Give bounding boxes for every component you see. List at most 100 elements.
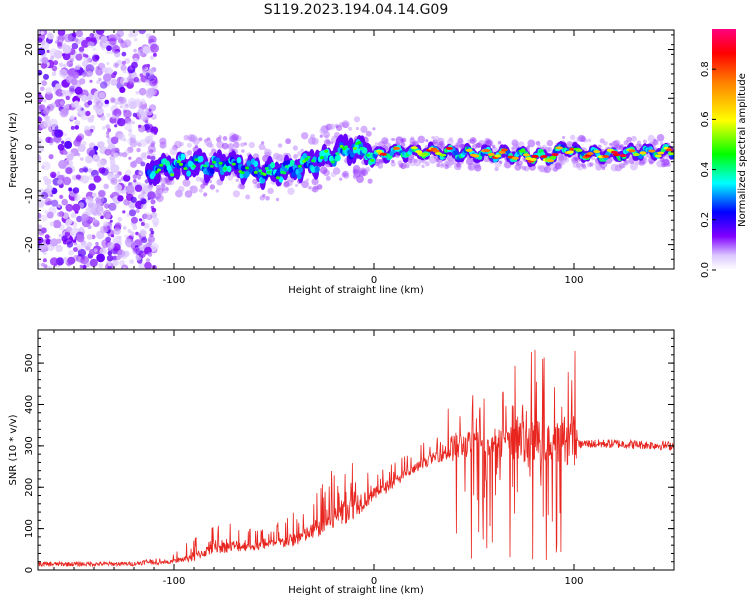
halo-cell — [499, 160, 503, 164]
noise-cell — [149, 55, 155, 60]
halo-cell — [198, 188, 203, 193]
noise-cell — [71, 32, 77, 38]
noise-cell — [116, 113, 120, 118]
noise-cell — [73, 242, 78, 246]
noise-cell — [49, 221, 55, 227]
noise-cell — [145, 258, 151, 263]
noise-cell — [87, 100, 93, 106]
colorbar-tick-label: 0.4 — [700, 162, 711, 178]
noise-cell — [150, 43, 159, 53]
halo-cell — [311, 137, 319, 145]
noise-cell — [92, 47, 96, 51]
noise-cell — [139, 73, 144, 77]
ridge-cell — [186, 170, 192, 177]
ridge-cell — [298, 166, 303, 173]
snr-xlabel: Height of straight line (km) — [288, 585, 424, 596]
noise-cell — [41, 56, 49, 64]
halo-cell — [521, 165, 527, 171]
noise-cell — [140, 222, 145, 226]
halo-cell — [178, 185, 185, 193]
noise-cell — [107, 266, 112, 269]
noise-cell — [98, 190, 106, 198]
noise-cell — [74, 125, 80, 130]
halo-cell — [467, 163, 476, 171]
noise-cell — [59, 108, 69, 118]
noise-cell — [128, 209, 137, 217]
halo-cell — [400, 142, 406, 147]
halo-cell — [186, 142, 192, 148]
halo-cell — [497, 140, 502, 145]
noise-cell — [80, 94, 88, 102]
noise-cell — [131, 120, 136, 125]
ridge-cell — [288, 166, 294, 173]
halo-cell — [286, 179, 293, 187]
ridge-core-cell — [465, 148, 473, 152]
noise-cell — [103, 221, 109, 227]
halo-cell — [336, 124, 343, 131]
halo-cell — [305, 178, 309, 182]
halo-cell — [245, 194, 251, 200]
ridge-core-cell — [194, 158, 199, 162]
noise-cell — [62, 52, 71, 61]
noise-cell — [111, 45, 121, 54]
noise-cell — [44, 210, 49, 215]
halo-cell — [591, 156, 596, 161]
halo-cell — [293, 154, 298, 159]
y-tick-label: 300 — [24, 436, 35, 455]
noise-cell — [98, 263, 104, 269]
ridge-core-cell — [359, 146, 364, 150]
halo-cell — [425, 139, 429, 143]
noise-cell — [121, 51, 127, 57]
noise-cell — [47, 265, 53, 269]
noise-cell — [101, 126, 106, 130]
ridge-core-cell — [352, 146, 357, 150]
halo-cell — [425, 161, 430, 167]
noise-cell — [95, 197, 101, 203]
halo-cell — [392, 138, 396, 141]
halo-cell — [221, 142, 229, 150]
noise-cell — [58, 62, 64, 68]
halo-cell — [576, 162, 581, 168]
halo-cell — [436, 162, 441, 168]
noise-cell — [57, 204, 61, 208]
ridge-core-cell — [183, 167, 188, 171]
halo-cell — [365, 130, 372, 137]
ridge-core-cell — [540, 155, 548, 159]
halo-cell — [391, 159, 395, 163]
halo-cell — [285, 138, 291, 145]
noise-cell — [95, 241, 99, 246]
noise-cell — [68, 250, 74, 256]
noise-cell — [81, 140, 87, 147]
ridge-core-cell — [566, 150, 574, 154]
noise-cell — [65, 203, 74, 212]
halo-cell — [474, 162, 481, 169]
ridge-core-cell — [421, 152, 429, 156]
noise-cell — [57, 143, 65, 151]
halo-cell — [203, 192, 208, 197]
halo-cell — [447, 138, 454, 146]
noise-cell — [123, 122, 132, 131]
halo-cell — [311, 178, 319, 186]
noise-cell — [144, 179, 149, 184]
noise-cell — [61, 89, 66, 95]
halo-cell — [377, 163, 384, 169]
noise-cell — [58, 68, 68, 78]
halo-cell — [440, 164, 444, 169]
ridge-core-cell — [330, 160, 335, 164]
noise-cell — [73, 247, 78, 252]
noise-cell — [43, 99, 47, 103]
halo-cell — [638, 159, 646, 166]
noise-cell — [100, 225, 108, 234]
noise-cell — [93, 248, 98, 253]
noise-cell — [59, 194, 64, 199]
noise-cell — [127, 97, 137, 107]
noise-cell — [125, 184, 135, 194]
noise-cell — [85, 196, 94, 205]
ridge-core-cell — [319, 156, 324, 160]
halo-cell — [613, 139, 621, 148]
halo-cell — [570, 134, 576, 141]
noise-cell — [88, 183, 96, 191]
ridge-core-cell — [487, 152, 495, 156]
ridge-core-cell — [306, 155, 311, 159]
noise-cell — [87, 41, 95, 49]
